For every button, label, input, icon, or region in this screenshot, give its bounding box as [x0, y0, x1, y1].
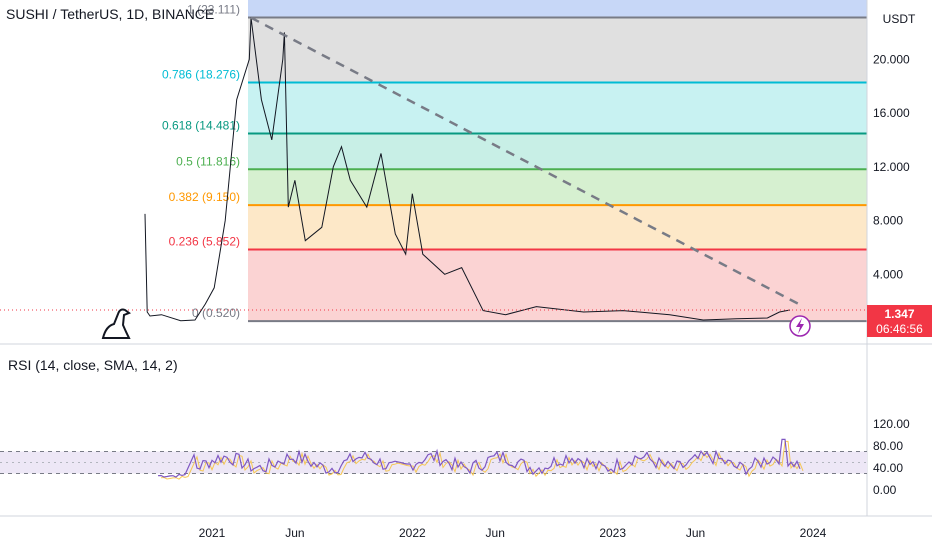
- price-tick-label: 12.000: [873, 160, 910, 174]
- fib-band: [248, 169, 867, 206]
- fib-label: 1 (23.111): [187, 2, 240, 16]
- price-line: [144, 17, 790, 322]
- fib-band: [248, 0, 867, 18]
- bar-countdown: 06:46:56: [876, 322, 923, 336]
- price-tick-label: 8.000: [873, 214, 903, 228]
- chart-title: SUSHI / TetherUS, 1D, BINANCE: [6, 6, 215, 22]
- last-price-value: 1.347: [884, 307, 915, 321]
- trendline: [250, 16, 805, 308]
- fib-label: 0.786 (18.276): [162, 67, 240, 81]
- rsi-tick-label: 0.00: [873, 483, 897, 497]
- time-tick-label: 2023: [599, 526, 626, 540]
- fib-label: 0.5 (11.816): [176, 154, 240, 168]
- time-tick-label: Jun: [686, 526, 705, 540]
- fib-label: 0 (0.520): [192, 306, 240, 320]
- price-tick-label: 16.000: [873, 106, 910, 120]
- fib-band: [248, 205, 867, 250]
- time-tick-label: 2021: [199, 526, 226, 540]
- rsi-tick-label: 120.00: [873, 417, 910, 431]
- fib-label: 0.236 (5.852): [169, 234, 240, 248]
- time-tick-label: 2022: [399, 526, 426, 540]
- fib-label: 0.618 (14.481): [162, 118, 240, 132]
- fib-band: [248, 82, 867, 134]
- time-tick-label: Jun: [486, 526, 505, 540]
- lightning-icon-glyph: [796, 318, 804, 334]
- rsi-tick-label: 80.00: [873, 439, 903, 453]
- price-tick-label: 4.000: [873, 267, 903, 281]
- fib-band: [248, 17, 867, 83]
- rsi-line: [157, 438, 801, 478]
- rsi-tick-label: 40.00: [873, 461, 903, 475]
- time-tick-label: Jun: [285, 526, 304, 540]
- rsi-indicator-label[interactable]: RSI (14, close, SMA, 14, 2): [8, 357, 178, 373]
- currency-label: USDT: [883, 12, 916, 26]
- fib-band: [248, 133, 867, 170]
- fib-label: 0.382 (9.150): [169, 190, 240, 204]
- time-tick-label: 2024: [800, 526, 827, 540]
- dino-logo-icon: [101, 308, 132, 339]
- price-tick-label: 20.000: [873, 52, 910, 66]
- last-price-badge: 1.347 06:46:56: [867, 305, 932, 337]
